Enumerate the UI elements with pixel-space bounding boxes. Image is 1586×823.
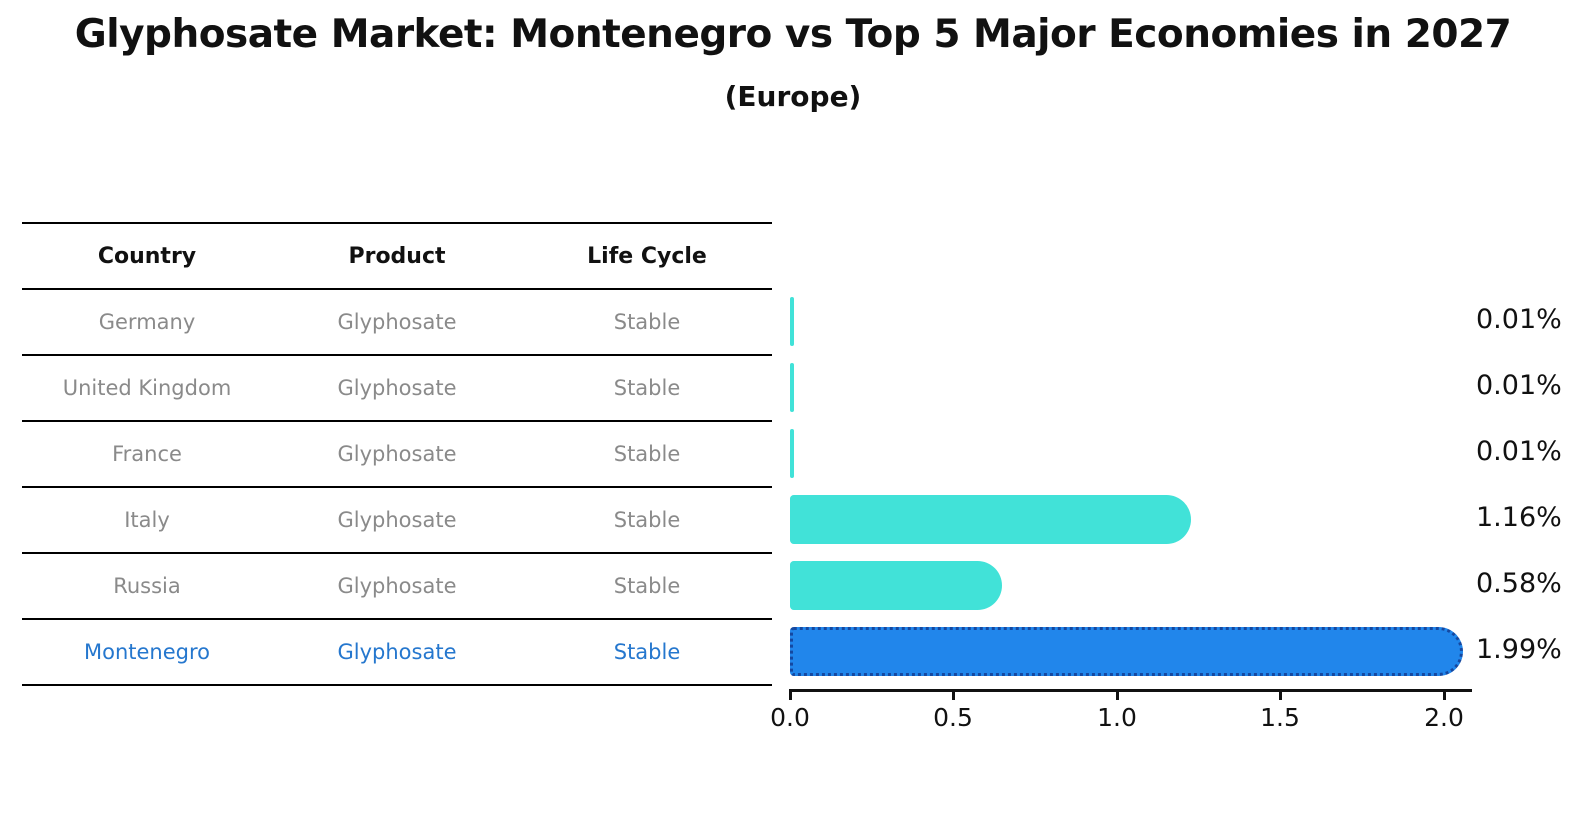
value-label-russia: 0.58%	[1476, 568, 1562, 599]
column-header-product: Product	[348, 243, 446, 269]
cell-country: Germany	[98, 310, 196, 334]
table-row-germany: Germany Glyphosate Stable	[22, 288, 772, 354]
value-label-united-kingdom: 0.01%	[1476, 370, 1562, 401]
table-row-italy: Italy Glyphosate Stable	[22, 486, 772, 552]
cell-life-cycle: Stable	[613, 376, 681, 400]
cell-life-cycle: Stable	[613, 640, 681, 664]
bar-france	[790, 429, 794, 478]
table-row-france: France Glyphosate Stable	[22, 420, 772, 486]
value-label-france: 0.01%	[1476, 436, 1562, 467]
country-table: Country Product Life Cycle Germany Glyph…	[22, 222, 772, 686]
value-label-montenegro: 1.99%	[1476, 634, 1562, 665]
cell-country: United Kingdom	[62, 376, 232, 400]
cell-life-cycle: Stable	[613, 442, 681, 466]
cell-life-cycle: Stable	[613, 310, 681, 334]
bar-montenegro	[790, 627, 1463, 676]
bar-italy	[790, 495, 1192, 544]
x-axis-line	[789, 689, 1472, 692]
cell-life-cycle: Stable	[613, 508, 681, 532]
table-row-russia: Russia Glyphosate Stable	[22, 552, 772, 618]
value-label-italy: 1.16%	[1476, 502, 1562, 533]
cell-country: France	[112, 442, 182, 466]
x-tick-mark	[1116, 691, 1119, 700]
cell-product: Glyphosate	[337, 442, 457, 466]
x-tick-label: 1.5	[1260, 703, 1300, 732]
x-tick-label: 2.0	[1424, 703, 1464, 732]
x-tick-mark	[1443, 691, 1446, 700]
table-row-united-kingdom: United Kingdom Glyphosate Stable	[22, 354, 772, 420]
x-tick-label: 1.0	[1097, 703, 1137, 732]
cell-country: Russia	[113, 574, 181, 598]
x-tick-mark	[952, 691, 955, 700]
cell-country: Italy	[124, 508, 170, 532]
bar-russia	[790, 561, 1002, 610]
x-tick-label: 0.0	[770, 703, 810, 732]
cell-product: Glyphosate	[337, 376, 457, 400]
value-label-germany: 0.01%	[1476, 304, 1562, 335]
cell-product: Glyphosate	[337, 508, 457, 532]
cell-product: Glyphosate	[337, 640, 457, 664]
column-header-country: Country	[97, 243, 197, 269]
cell-country: Montenegro	[83, 640, 210, 664]
cell-product: Glyphosate	[337, 574, 457, 598]
x-tick-label: 0.5	[933, 703, 973, 732]
column-header-life-cycle: Life Cycle	[587, 243, 707, 269]
x-tick-mark	[1279, 691, 1282, 700]
cell-life-cycle: Stable	[613, 574, 681, 598]
bar-united-kingdom	[790, 363, 794, 412]
x-tick-mark	[789, 691, 792, 700]
chart-title: Glyphosate Market: Montenegro vs Top 5 M…	[74, 12, 1512, 57]
table-header-row: Country Product Life Cycle	[22, 222, 772, 288]
cell-product: Glyphosate	[337, 310, 457, 334]
table-row-montenegro: Montenegro Glyphosate Stable	[22, 618, 772, 686]
chart-subtitle: (Europe)	[724, 80, 862, 113]
bar-germany	[790, 297, 794, 346]
